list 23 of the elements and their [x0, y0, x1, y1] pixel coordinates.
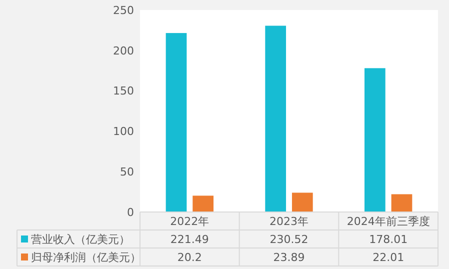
legend-label: 归母净利润（亿美元）: [31, 250, 141, 264]
bar: [265, 26, 286, 212]
x-tick-label: 2023年: [270, 214, 308, 228]
data-label: 221.49: [170, 232, 209, 246]
bar: [166, 33, 187, 212]
y-tick-label: 150: [113, 84, 134, 98]
y-tick-label: 250: [113, 4, 134, 17]
data-label: 22.01: [372, 250, 404, 264]
legend-label: 营业收入（亿美元）: [31, 232, 130, 246]
data-label: 178.01: [369, 232, 408, 246]
y-tick-label: 100: [113, 125, 134, 138]
y-tick-label: 0: [127, 206, 134, 219]
bar: [391, 194, 412, 212]
data-label: 23.89: [273, 250, 305, 264]
bar: [292, 192, 313, 212]
x-tick-label: 2024年前三季度: [346, 214, 430, 228]
x-tick-label: 2022年: [170, 214, 210, 228]
y-tick-label: 200: [113, 44, 134, 58]
data-label: 230.52: [270, 232, 308, 246]
bar: [192, 196, 214, 212]
data-label: 20.2: [177, 250, 202, 264]
bar: [364, 68, 386, 212]
y-tick-label: 50: [120, 165, 134, 178]
